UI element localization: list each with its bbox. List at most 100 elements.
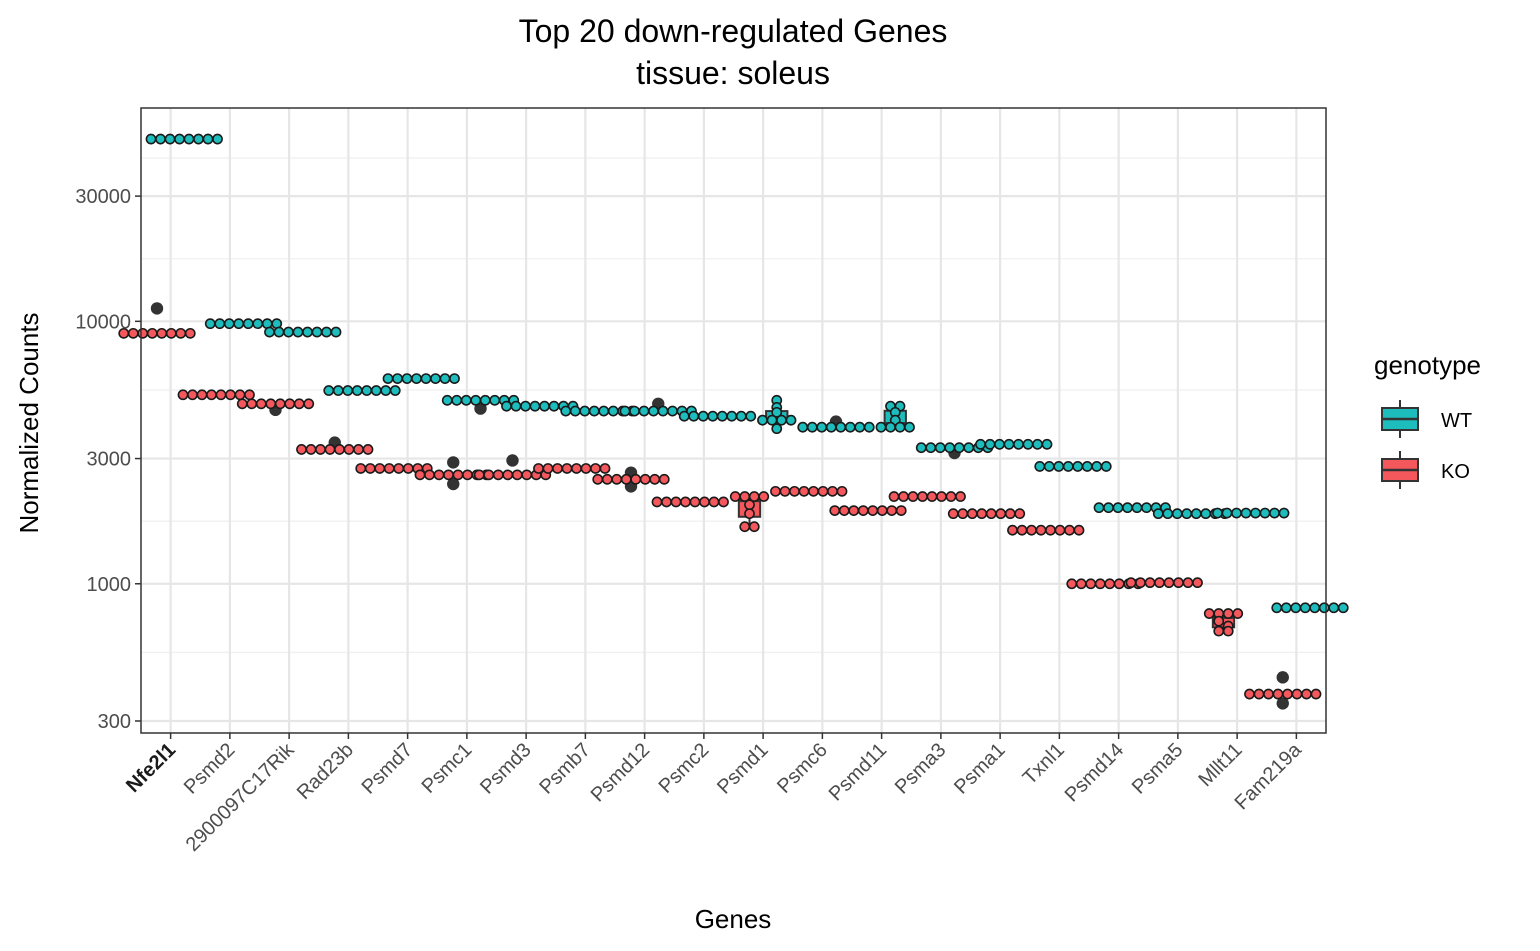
data-point	[917, 491, 928, 502]
data-point	[145, 133, 157, 145]
data-point	[184, 327, 196, 339]
data-point	[382, 373, 394, 385]
data-point	[1163, 577, 1175, 589]
data-point	[976, 508, 988, 520]
plot-border	[140, 107, 1327, 734]
x-tick-label: Psma1	[950, 739, 1010, 799]
chart-subtitle: tissue: soleus	[636, 55, 830, 91]
data-point	[252, 318, 264, 330]
box-ko-Psma1	[947, 508, 1026, 520]
data-point	[716, 410, 728, 422]
data-point	[758, 491, 770, 502]
data-point	[293, 398, 305, 410]
data-point	[1022, 438, 1034, 450]
data-point	[451, 394, 463, 406]
data-point	[274, 398, 286, 410]
data-point	[836, 485, 848, 497]
data-point	[449, 373, 460, 385]
data-point	[1221, 507, 1233, 519]
data-point	[1328, 602, 1340, 614]
data-point	[848, 505, 860, 517]
data-point	[984, 438, 996, 450]
data-point	[489, 394, 501, 406]
data-point	[430, 373, 441, 385]
legend-entry-wt: WT	[1380, 398, 1472, 440]
data-point	[619, 405, 631, 417]
box-ko-Psmd7	[355, 463, 433, 474]
data-point	[552, 463, 563, 474]
data-point	[1094, 578, 1106, 590]
data-point	[324, 444, 336, 455]
data-point	[389, 385, 401, 396]
data-point	[934, 442, 946, 454]
data-point	[670, 496, 682, 508]
data-point	[1154, 577, 1165, 589]
data-point	[255, 398, 267, 410]
box-wt-Psmd11	[875, 400, 915, 433]
outlier-point	[1276, 671, 1289, 684]
data-point	[1054, 524, 1066, 536]
data-point	[1081, 461, 1093, 472]
data-point	[689, 496, 701, 508]
data-point	[1213, 615, 1225, 627]
data-point	[748, 521, 760, 533]
data-point	[639, 473, 651, 485]
data-point	[944, 442, 956, 454]
data-point	[1104, 578, 1116, 590]
data-point	[302, 326, 313, 338]
data-point	[334, 444, 345, 455]
data-point	[590, 463, 601, 474]
data-point	[827, 485, 838, 497]
data-point	[1222, 625, 1234, 637]
data-point	[745, 410, 757, 422]
data-point	[766, 414, 778, 426]
data-point	[599, 463, 611, 474]
data-marks	[118, 133, 1349, 710]
data-point	[362, 444, 374, 455]
data-point	[936, 491, 947, 502]
box-ko-Psmd11	[829, 505, 907, 517]
data-point	[560, 405, 572, 417]
data-point	[364, 463, 376, 474]
data-point	[680, 496, 691, 508]
data-point	[355, 463, 367, 474]
data-point	[1053, 461, 1065, 472]
data-point	[236, 398, 248, 410]
data-point	[1240, 507, 1252, 519]
x-tick-label: Psma3	[891, 739, 951, 799]
data-point	[580, 463, 592, 474]
data-point	[1337, 602, 1349, 614]
data-point	[305, 444, 317, 455]
data-point	[957, 508, 969, 520]
data-point	[1085, 578, 1097, 590]
y-tick-label: 30000	[75, 186, 131, 208]
data-point	[1309, 602, 1321, 614]
data-point	[816, 421, 828, 433]
data-point	[966, 508, 978, 520]
box-wt-Rad23b	[323, 385, 401, 396]
data-point	[193, 133, 204, 145]
x-tick-label: Txnl1	[1019, 739, 1069, 789]
data-point	[383, 463, 395, 474]
data-point	[947, 508, 959, 520]
data-point	[638, 405, 650, 417]
x-tick-label: Psmc6	[773, 739, 832, 798]
data-point	[863, 421, 875, 433]
data-point	[177, 389, 189, 401]
x-tick-label: Psmc1	[418, 739, 477, 798]
y-tick-label: 1000	[87, 574, 132, 596]
data-point	[234, 389, 246, 401]
data-point	[1073, 524, 1085, 536]
data-point	[588, 405, 600, 417]
box-ko-Fam219a	[1244, 671, 1322, 710]
data-point	[414, 469, 426, 481]
data-point	[718, 496, 729, 508]
data-point	[1034, 461, 1046, 472]
x-tick-label: Nfe2l1	[122, 739, 180, 797]
data-point	[857, 505, 869, 517]
data-point	[808, 485, 819, 497]
data-point	[648, 405, 659, 417]
data-point	[1125, 577, 1137, 589]
data-point	[915, 442, 927, 454]
box-ko-Psmc2	[651, 496, 729, 508]
